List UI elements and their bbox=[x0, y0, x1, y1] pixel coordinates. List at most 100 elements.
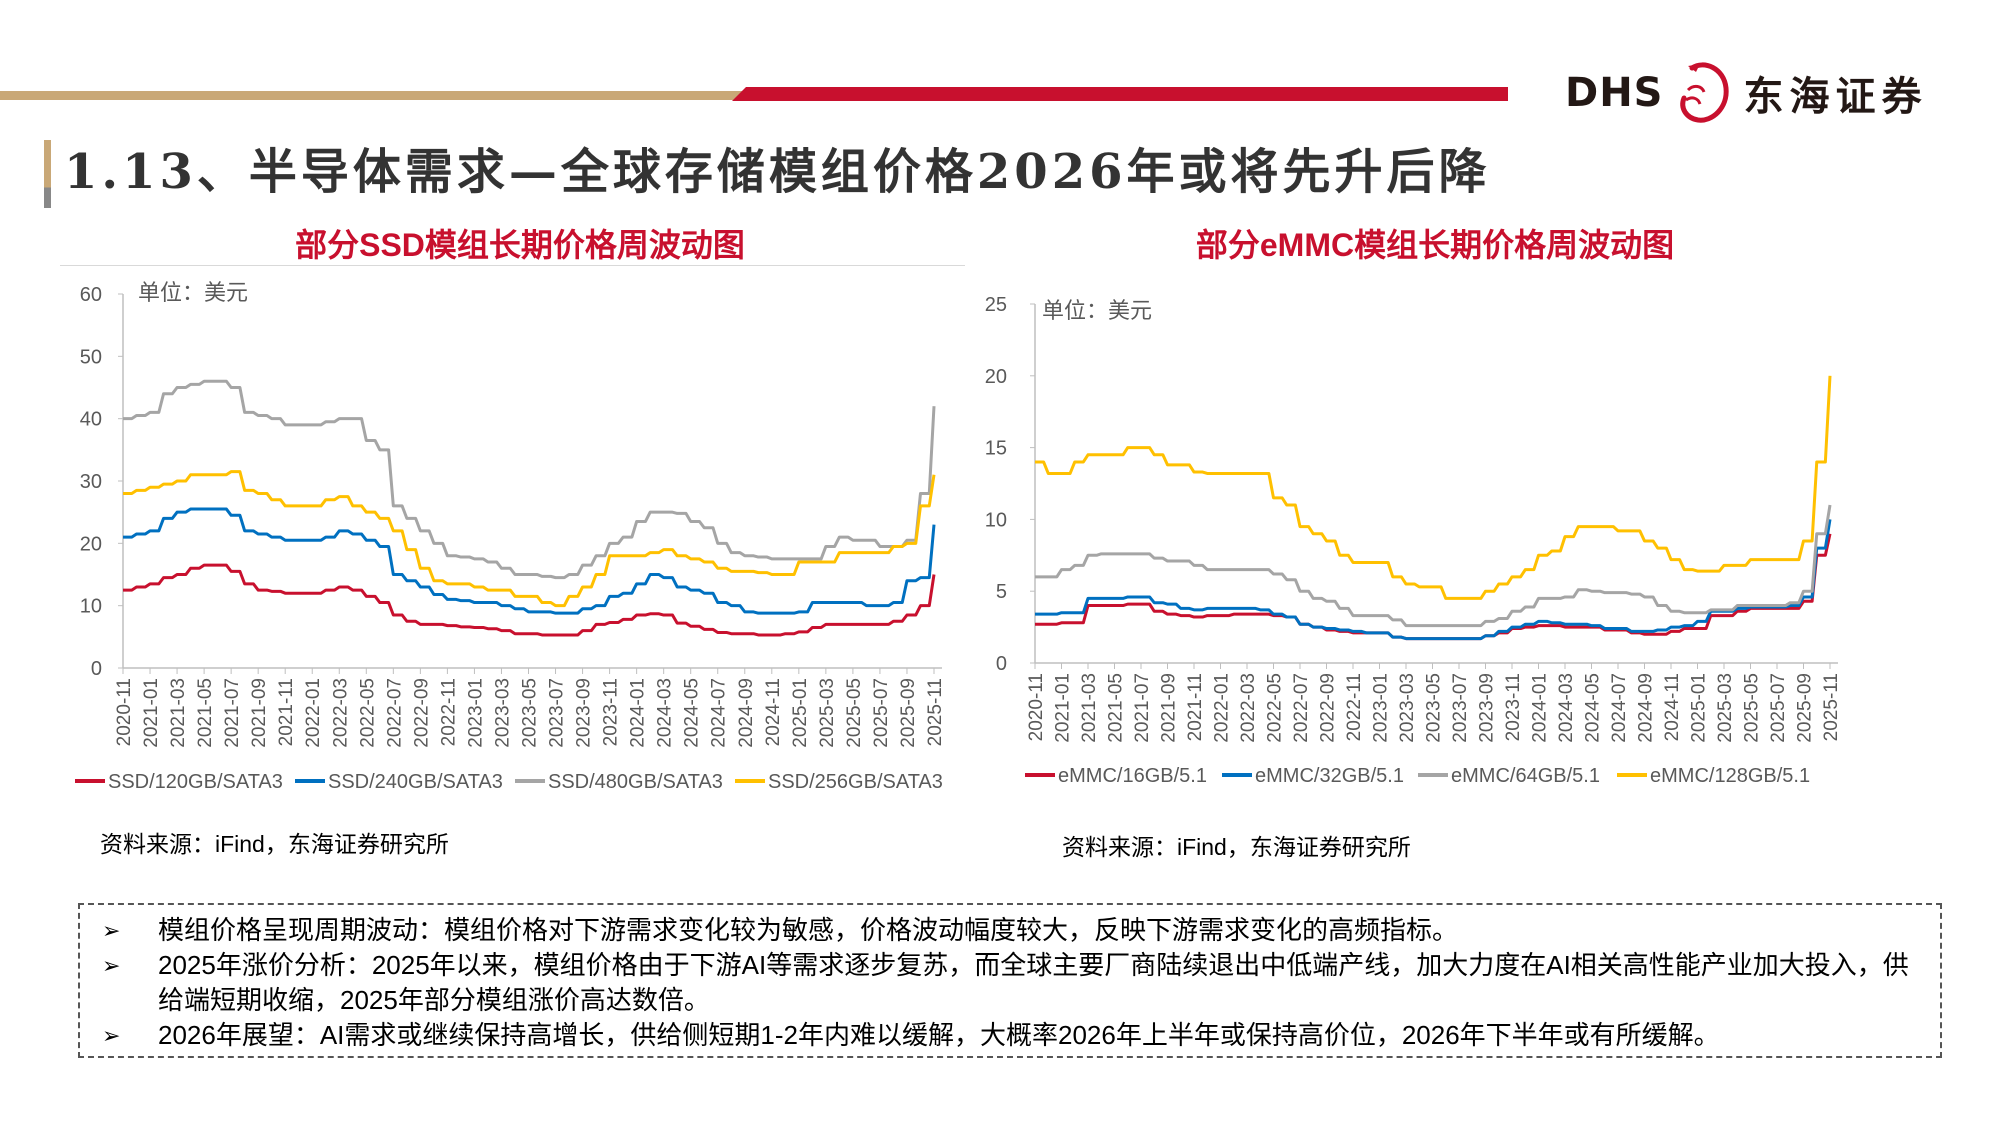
y-tick-label: 60 bbox=[80, 284, 102, 306]
x-tick-label: 2025-07 bbox=[1768, 673, 1789, 743]
legend-label: SSD/480GB/SATA3 bbox=[548, 771, 723, 793]
y-tick-label: 30 bbox=[80, 471, 102, 493]
x-tick-label: 2025-03 bbox=[1715, 673, 1736, 743]
x-tick-label: 2024-09 bbox=[736, 678, 757, 748]
y-tick-label: 25 bbox=[985, 294, 1007, 316]
x-tick-label: 2021-01 bbox=[1053, 673, 1074, 743]
note-text: 2025年涨价分析：2025年以来，模组价格由于下游AI等需求逐步复苏，而全球主… bbox=[158, 950, 1909, 1015]
x-tick-label: 2021-07 bbox=[1132, 673, 1153, 743]
x-tick-label: 2021-05 bbox=[195, 678, 216, 748]
company-logo: DHS 东海证券 bbox=[1565, 58, 1928, 128]
series-line-ssd-120gb-sata3 bbox=[123, 563, 936, 637]
unit-label: 单位：美元 bbox=[138, 280, 248, 305]
x-tick-label: 2021-05 bbox=[1106, 673, 1127, 743]
note-item: ➢ 模组价格呈现周期波动：模组价格对下游需求变化较为敏感，价格波动幅度较大，反映… bbox=[102, 913, 1920, 948]
x-tick-label: 2021-07 bbox=[222, 678, 243, 748]
x-tick-label: 2025-09 bbox=[898, 678, 919, 748]
note-text: 2026年展望：AI需求或继续保持高增长，供给侧短期1-2年内难以缓解，大概率2… bbox=[158, 1020, 1720, 1050]
note-item: ➢ 2026年展望：AI需求或继续保持高增长，供给侧短期1-2年内难以缓解，大概… bbox=[102, 1018, 1920, 1053]
x-tick-label: 2025-09 bbox=[1795, 673, 1816, 743]
x-tick-label: 2024-05 bbox=[682, 678, 703, 748]
x-tick-label: 2022-07 bbox=[384, 678, 405, 748]
logo-dhs-text: DHS bbox=[1565, 70, 1664, 116]
legend-label: eMMC/64GB/5.1 bbox=[1451, 765, 1600, 787]
x-tick-label: 2024-07 bbox=[709, 678, 730, 748]
y-tick-label: 5 bbox=[996, 581, 1007, 603]
logo-chinese-name: 东海证券 bbox=[1743, 73, 1928, 120]
x-tick-label: 2021-09 bbox=[1159, 673, 1180, 743]
header-red-bar bbox=[732, 87, 1508, 101]
series-line-emmc-128gb-5-1 bbox=[1035, 375, 1832, 600]
analysis-notes-box: ➢ 模组价格呈现周期波动：模组价格对下游需求变化较为敏感，价格波动幅度较大，反映… bbox=[78, 903, 1942, 1058]
x-tick-label: 2023-11 bbox=[601, 678, 622, 746]
x-tick-label: 2023-03 bbox=[1397, 673, 1418, 743]
x-tick-label: 2025-05 bbox=[1742, 673, 1763, 743]
series-line-emmc-64gb-5-1 bbox=[1035, 504, 1832, 628]
page-title: 1.13、半导体需求—全球存储模组价格2026年或将先升后降 bbox=[64, 144, 1491, 200]
y-tick-label: 10 bbox=[985, 509, 1007, 531]
x-tick-label: 2023-05 bbox=[520, 678, 541, 748]
series-line-emmc-32gb-5-1 bbox=[1035, 519, 1832, 641]
x-tick-label: 2024-11 bbox=[1662, 673, 1683, 741]
x-tick-label: 2022-07 bbox=[1291, 673, 1312, 743]
x-tick-label: 2023-07 bbox=[547, 678, 568, 748]
x-tick-label: 2022-03 bbox=[1238, 673, 1259, 743]
x-tick-label: 2023-09 bbox=[1477, 673, 1498, 743]
legend-label: eMMC/32GB/5.1 bbox=[1255, 765, 1404, 787]
ssd-source-note: 资料来源：iFind，东海证券研究所 bbox=[100, 831, 449, 857]
x-tick-label: 2024-03 bbox=[1556, 673, 1577, 743]
x-tick-label: 2020-11 bbox=[114, 678, 135, 746]
emmc-source-note: 资料来源：iFind，东海证券研究所 bbox=[1062, 834, 1411, 860]
x-tick-label: 2020-11 bbox=[1026, 673, 1047, 741]
x-tick-label: 2021-03 bbox=[1079, 673, 1100, 743]
legend-label: SSD/120GB/SATA3 bbox=[108, 771, 283, 793]
y-tick-label: 20 bbox=[985, 366, 1007, 388]
x-tick-label: 2025-03 bbox=[817, 678, 838, 748]
y-tick-label: 0 bbox=[996, 653, 1007, 675]
x-tick-label: 2024-01 bbox=[628, 678, 649, 748]
x-tick-label: 2022-01 bbox=[303, 678, 324, 748]
x-tick-label: 2024-05 bbox=[1583, 673, 1604, 743]
series-line-ssd-480gb-sata3 bbox=[123, 379, 936, 580]
note-text: 模组价格呈现周期波动：模组价格对下游需求变化较为敏感，价格波动幅度较大，反映下游… bbox=[158, 915, 1459, 945]
x-tick-label: 2022-09 bbox=[411, 678, 432, 748]
series-line-ssd-256gb-sata3 bbox=[123, 470, 936, 608]
legend-label: SSD/240GB/SATA3 bbox=[328, 771, 503, 793]
x-tick-label: 2025-05 bbox=[844, 678, 865, 748]
ssd-title-divider bbox=[60, 265, 965, 266]
x-tick-label: 2023-05 bbox=[1424, 673, 1445, 743]
y-tick-label: 40 bbox=[80, 409, 102, 431]
ssd-price-chart: 0 10 20 30 40 50 60 2020-11 2021-01 2021-03 2021-0… bbox=[75, 280, 946, 793]
x-tick-label: 2023-01 bbox=[1371, 673, 1392, 743]
x-tick-label: 2021-11 bbox=[276, 678, 297, 746]
x-tick-label: 2021-03 bbox=[168, 678, 189, 748]
x-tick-label: 2024-01 bbox=[1530, 673, 1551, 743]
y-tick-label: 50 bbox=[80, 346, 102, 368]
y-tick-label: 20 bbox=[80, 533, 102, 555]
arrow-bullet-icon: ➢ bbox=[102, 918, 121, 943]
y-tick-label: 15 bbox=[985, 438, 1007, 460]
x-tick-label: 2024-09 bbox=[1636, 673, 1657, 743]
x-tick-label: 2022-01 bbox=[1212, 673, 1233, 743]
legend-label: eMMC/128GB/5.1 bbox=[1650, 765, 1810, 787]
arrow-bullet-icon: ➢ bbox=[102, 953, 121, 978]
x-tick-label: 2021-09 bbox=[249, 678, 270, 748]
x-tick-label: 2022-11 bbox=[438, 678, 459, 746]
series-line-ssd-240gb-sata3 bbox=[123, 507, 936, 615]
x-tick-label: 2025-07 bbox=[871, 678, 892, 748]
header-tan-bar bbox=[0, 91, 745, 100]
x-tick-label: 2024-07 bbox=[1609, 673, 1630, 743]
unit-label: 单位：美元 bbox=[1042, 298, 1152, 323]
x-tick-label: 2023-01 bbox=[465, 678, 486, 748]
legend-label: eMMC/16GB/5.1 bbox=[1058, 765, 1207, 787]
x-tick-label: 2025-11 bbox=[925, 678, 946, 746]
y-tick-label: 10 bbox=[80, 596, 102, 618]
ssd-chart-title: 部分SSD模组长期价格周波动图 bbox=[295, 227, 745, 263]
x-tick-label: 2022-03 bbox=[330, 678, 351, 748]
x-tick-label: 2022-05 bbox=[1265, 673, 1286, 743]
x-tick-label: 2021-01 bbox=[141, 678, 162, 748]
title-accent-bar bbox=[44, 140, 51, 208]
x-tick-label: 2025-11 bbox=[1821, 673, 1842, 741]
dragon-logo-icon bbox=[1679, 62, 1729, 123]
